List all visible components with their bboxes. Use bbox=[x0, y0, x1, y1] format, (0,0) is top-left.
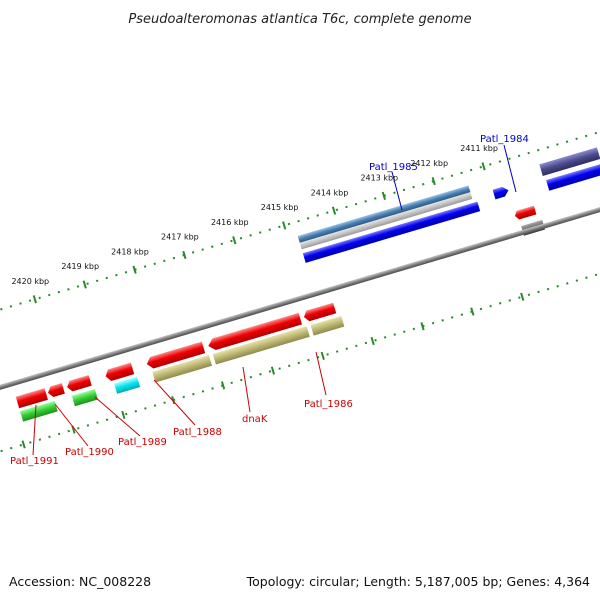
tick-label: 2415 kbp bbox=[261, 203, 299, 212]
inner-major-tick bbox=[270, 366, 276, 375]
leader-patl-1988 bbox=[153, 379, 196, 426]
genome-stats-text: Topology: circular; Length: 5,187,005 bp… bbox=[246, 574, 590, 589]
inner-major-tick bbox=[220, 381, 226, 390]
feature-patl-1990-green bbox=[71, 388, 98, 407]
ruler-dotted-line bbox=[0, 129, 600, 325]
gene-label-dnak[interactable]: dnaK bbox=[242, 414, 268, 425]
forward-strand bbox=[297, 147, 600, 263]
feature-patl-1985-steelblue bbox=[297, 185, 471, 243]
inner-major-tick bbox=[320, 351, 325, 360]
cds-patl-1990 bbox=[67, 375, 92, 392]
map-title: Pseudoalteromonas atlantica T6c, complet… bbox=[128, 12, 471, 27]
leader-patl-1991 bbox=[32, 404, 37, 456]
feature-left-edge-green bbox=[20, 400, 58, 422]
cds-patl-1989 bbox=[105, 362, 135, 381]
cds-patl-1985 bbox=[302, 201, 481, 263]
major-tick bbox=[32, 295, 37, 304]
feature-dark-slate bbox=[539, 147, 600, 176]
inner-major-tick bbox=[470, 307, 475, 316]
feature-patl-1989-cyan bbox=[113, 376, 141, 394]
tick-label: 2418 kbp bbox=[111, 247, 149, 256]
major-tick bbox=[232, 236, 237, 245]
major-tick bbox=[182, 250, 187, 260]
leader-patl-1989 bbox=[94, 396, 141, 437]
major-tick bbox=[481, 162, 486, 171]
gene-label-patl-1990[interactable]: Patl_1990 bbox=[65, 447, 114, 458]
leader-dnak bbox=[242, 366, 251, 413]
feature-dnak-khaki bbox=[212, 326, 310, 365]
major-tick bbox=[282, 221, 287, 230]
cds-forward-right bbox=[546, 163, 600, 191]
genome-track-group bbox=[0, 129, 600, 456]
leader-patl-1990 bbox=[54, 403, 89, 447]
major-tick bbox=[331, 206, 337, 215]
cds-left-edge bbox=[15, 388, 48, 409]
tick-label: 2412 kbp bbox=[410, 159, 448, 168]
genome-backbone bbox=[0, 193, 600, 404]
inner-major-tick bbox=[520, 292, 525, 301]
cds-patl-1991 bbox=[48, 383, 65, 398]
major-ticks bbox=[32, 162, 486, 304]
gene-label-patl-1988[interactable]: Patl_1988 bbox=[173, 427, 222, 438]
tick-label: 2411 kbp bbox=[460, 144, 498, 153]
major-tick bbox=[381, 191, 386, 201]
cds-dnak bbox=[208, 312, 303, 350]
gene-label-patl-1985[interactable]: Patl_1985 bbox=[369, 162, 418, 173]
cds-patl-1986 bbox=[304, 302, 337, 322]
feature-patl-1985-silver bbox=[299, 191, 473, 250]
leader-patl-1985 bbox=[391, 171, 403, 211]
inner-major-tick bbox=[121, 410, 126, 420]
tick-label: 2413 kbp bbox=[360, 174, 398, 183]
tick-labels: 2411 kbp 2412 kbp 2413 kbp 2414 kbp 2415 kbp… bbox=[11, 144, 498, 286]
gene-label-patl-1984[interactable]: Patl_1984 bbox=[480, 134, 529, 145]
inner-major-tick bbox=[21, 440, 26, 449]
inner-major-tick bbox=[420, 322, 425, 331]
gene-label-patl-1989[interactable]: Patl_1989 bbox=[118, 437, 167, 448]
tick-label: 2420 kbp bbox=[11, 277, 49, 286]
feature-patl-1988-khaki bbox=[152, 355, 213, 383]
feature-patl-1986-khaki bbox=[310, 315, 345, 336]
gene-label-patl-1991[interactable]: Patl_1991 bbox=[10, 456, 59, 467]
major-tick bbox=[431, 176, 436, 186]
tick-label: 2414 kbp bbox=[311, 188, 349, 197]
cds-small-red-right bbox=[514, 205, 537, 220]
inner-major-ticks bbox=[21, 292, 525, 449]
leader-patl-1984 bbox=[503, 144, 517, 193]
inner-major-tick bbox=[171, 396, 176, 405]
inner-tick-ruler bbox=[0, 260, 600, 456]
tick-label: 2416 kbp bbox=[211, 218, 249, 227]
accession-text: Accession: NC_008228 bbox=[9, 574, 151, 589]
tick-label: 2417 kbp bbox=[161, 233, 199, 242]
inner-ruler-dotted-line bbox=[0, 260, 600, 456]
major-tick bbox=[132, 265, 137, 274]
gene-labels: Patl_1984 Patl_1985 Patl_1986 dnaK Patl_… bbox=[10, 134, 529, 467]
major-tick bbox=[82, 280, 87, 289]
gene-label-patl-1986[interactable]: Patl_1986 bbox=[304, 399, 353, 410]
cds-patl-1988 bbox=[146, 341, 206, 369]
tick-label: 2419 kbp bbox=[61, 262, 99, 271]
cds-patl-1984 bbox=[492, 186, 509, 200]
inner-major-tick bbox=[370, 336, 375, 346]
leader-patl-1986 bbox=[315, 351, 327, 396]
reverse-strand bbox=[15, 302, 345, 422]
label-leaders bbox=[32, 144, 517, 456]
